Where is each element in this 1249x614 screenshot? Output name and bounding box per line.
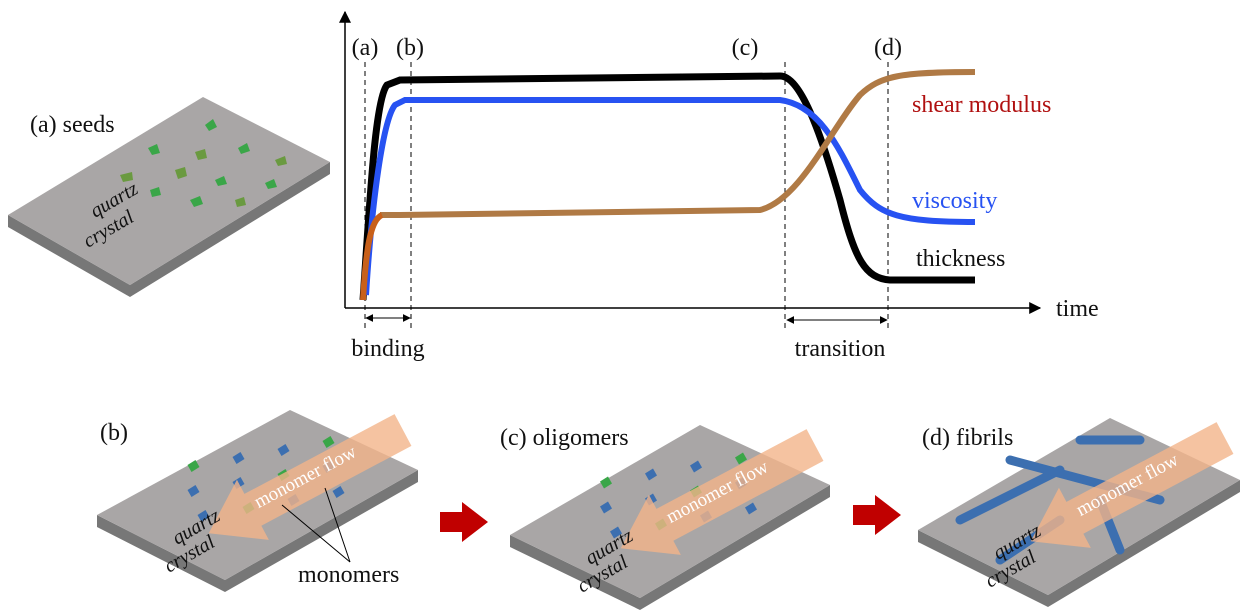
phase-label: (c) [732,35,759,61]
plot: (a) (b) (c) (d) shear modulus viscosity … [345,12,1099,362]
curve-label: viscosity [912,188,997,214]
span-label: transition [795,336,886,362]
shear-modulus-curve [380,72,975,215]
panel-label: (d) fibrils [922,425,1013,451]
diagram: (a) seeds quartz crystal (a) (b) (c) (d)… [0,0,1249,614]
panel-label: (c) oligomers [500,425,629,451]
viscosity-curve [366,100,975,295]
panel-label: (b) [100,420,128,446]
phase-label: (a) [352,35,379,61]
phase-label: (d) [874,35,902,61]
step-arrow [440,502,488,542]
seeds-panel: (a) seeds quartz crystal [8,97,330,297]
span-label: binding [351,336,424,362]
panel-label: (a) seeds [30,112,115,138]
axis-label: time [1056,296,1099,322]
curve-label: thickness [916,246,1005,272]
annotation: monomers [298,562,399,588]
curve-label: shear modulus [912,92,1051,118]
phase-label: (b) [396,35,424,61]
step-arrow [853,495,901,535]
thickness-curve [363,76,975,300]
